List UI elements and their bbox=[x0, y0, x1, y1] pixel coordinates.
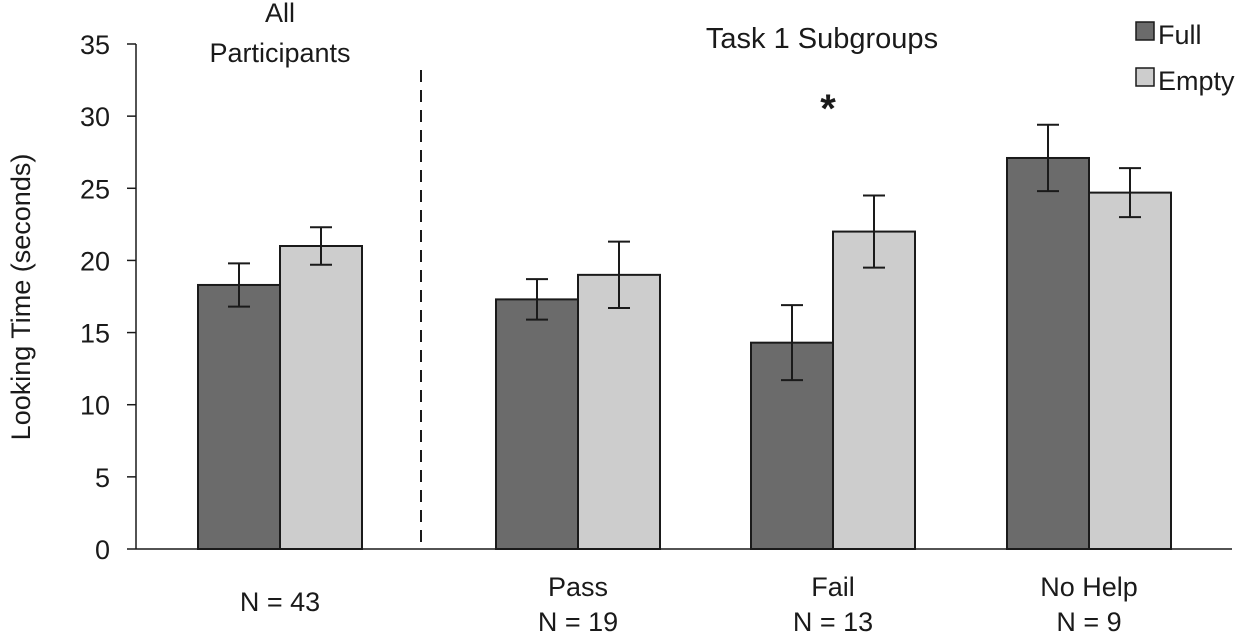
n-label-3: N = 9 bbox=[1056, 607, 1121, 635]
y-tick-label-35: 35 bbox=[80, 30, 110, 60]
y-tick-label-5: 5 bbox=[95, 463, 110, 493]
bar-0-full bbox=[197, 283, 281, 550]
n-label-2: N = 13 bbox=[793, 607, 873, 635]
significance-asterisk: * bbox=[820, 87, 836, 131]
bar-3-empty bbox=[1088, 191, 1172, 550]
bar-3-full bbox=[1006, 156, 1090, 550]
category-label-3: No Help bbox=[1040, 572, 1138, 602]
y-tick-label-25: 25 bbox=[80, 174, 110, 204]
bar-1-empty bbox=[577, 273, 661, 550]
bar-0-empty bbox=[279, 245, 363, 550]
bar-1-full bbox=[495, 298, 579, 550]
y-tick-label-10: 10 bbox=[80, 391, 110, 421]
group-top-label-line1: All bbox=[265, 0, 295, 28]
group-top-label-line2: Participants bbox=[209, 38, 350, 68]
legend-swatch-full bbox=[1135, 21, 1155, 41]
legend-swatch-empty bbox=[1135, 67, 1155, 87]
y-tick-label-20: 20 bbox=[80, 246, 110, 276]
legend-label-empty: Empty bbox=[1158, 66, 1235, 96]
bar-2-empty bbox=[832, 230, 916, 550]
y-tick-label-30: 30 bbox=[80, 102, 110, 132]
category-label-1: Pass bbox=[548, 572, 608, 602]
category-label-2: Fail bbox=[811, 572, 855, 602]
legend-label-full: Full bbox=[1158, 20, 1202, 50]
section-label: Task 1 Subgroups bbox=[706, 23, 938, 55]
y-axis-title: Looking Time (seconds) bbox=[6, 154, 36, 441]
y-tick-label-15: 15 bbox=[80, 319, 110, 349]
n-label-0: N = 43 bbox=[240, 587, 320, 617]
y-tick-label-0: 0 bbox=[95, 535, 110, 565]
n-label-1: N = 19 bbox=[538, 607, 618, 635]
